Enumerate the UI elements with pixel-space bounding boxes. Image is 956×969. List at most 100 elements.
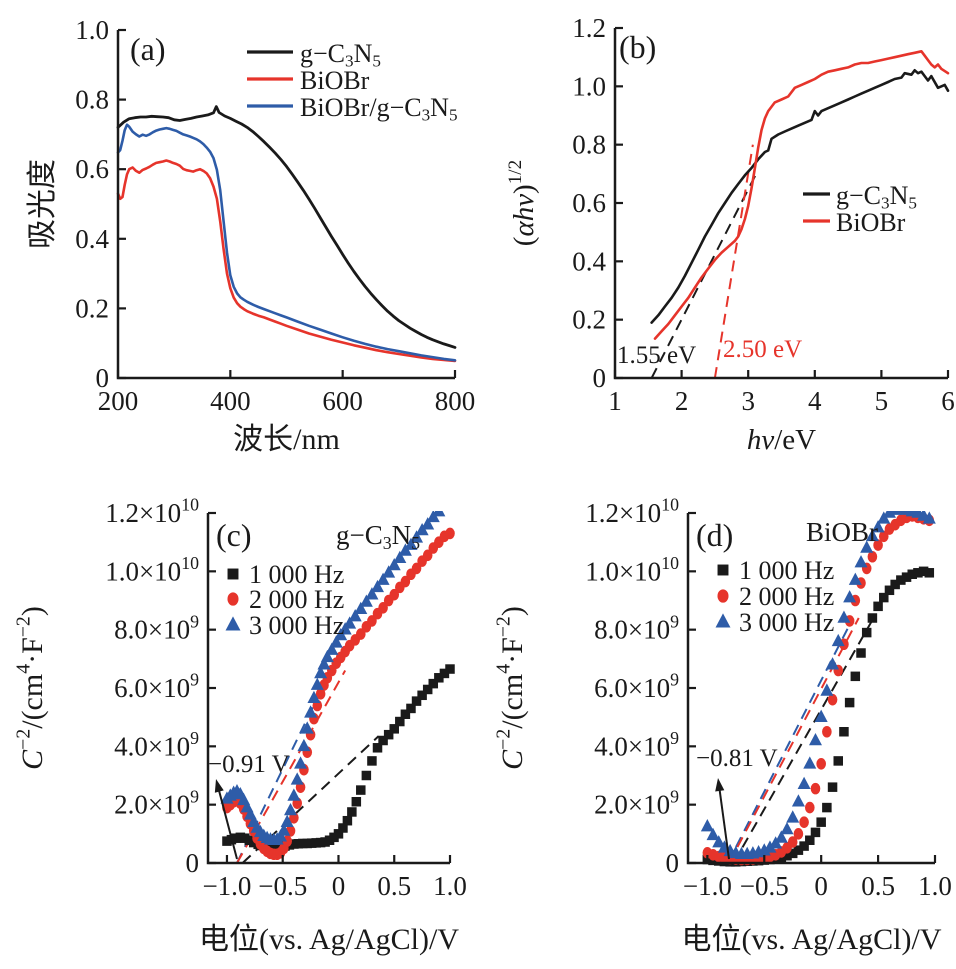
data-marker-triangle [348,609,362,622]
data-marker-circle [411,562,422,575]
data-marker-square [338,823,348,833]
data-marker-square [434,673,444,683]
data-marker-triangle [820,683,834,696]
data-marker-square [907,569,917,579]
legend-label: 2 000 Hz [739,582,834,611]
y-tick-label: 0.6 [75,154,109,184]
data-marker-triangle [814,709,828,722]
y-tick-label: 0.2 [572,305,606,335]
data-marker-triangle [300,721,314,734]
data-marker-circle [873,539,883,551]
data-marker-circle [827,693,838,706]
data-marker-square [422,684,433,695]
panel-c-axes: −1.0 −0.5 0 0.5 1.0 0 2.0×109 4.0×109 6.0×109 8.0… [105,495,467,901]
arrow-line [217,787,238,860]
panel-d-mott-schottky-biobr-chart: −1.0 −0.5 0 0.5 1.0 0 2.0×109 4.0×109 6.0×109 8.0… [492,495,952,956]
x-tick-label: −0.5 [740,871,789,901]
data-marker-circle [227,592,239,606]
series-BiOBr [116,159,457,363]
y-tick-label: 4.0×109 [114,728,199,761]
data-marker-triangle [376,572,390,585]
x-tick-label: 5 [875,386,889,416]
panel-label: (a) [130,31,166,67]
data-marker-triangle [826,657,840,670]
panel-c-flatband-arrow [214,779,238,860]
data-marker-triangle [287,788,301,801]
data-marker-circle [389,588,400,601]
data-marker-square [361,770,372,781]
data-marker-triangle [387,558,401,571]
data-marker-triangle [297,738,311,752]
data-marker-square [839,727,849,737]
data-marker-triangle [310,677,324,690]
panel-c-mott-schottky-gc3n5-chart: −1.0 −0.5 0 0.5 1.0 0 2.0×109 4.0×109 6.0×109 8.0… [12,495,467,956]
x-tick-label: 1 [608,386,622,416]
data-marker-triangle [854,555,868,568]
data-marker-triangle [865,528,879,542]
data-marker-square [822,802,832,813]
panel-title: BiOBr [806,517,878,547]
data-marker-circle [867,550,878,563]
arrow-head [214,779,224,793]
data-marker-triangle [432,511,446,517]
x-axis-title: 电位(vs. Ag/AgCl)/V [199,923,459,956]
series-3000Hz [220,498,451,846]
panel-d-axes: −1.0 −0.5 0 0.5 1.0 0 2.0×109 4.0×109 6.0×109 8.0… [585,495,952,901]
y-axis-title: C−2/(cm4·F−2) [492,606,529,770]
data-marker-circle [816,758,826,770]
y-tick-label: 1.0×1010 [585,553,679,586]
y-tick-label: 0 [666,848,680,878]
arrow-line [718,786,730,860]
data-marker-triangle [290,772,304,785]
data-marker-circle [804,801,815,814]
x-tick-label: 0.5 [377,871,411,901]
data-marker-triangle [438,498,451,510]
data-marker-triangle [786,810,800,823]
y-tick-label: 0.8 [75,85,109,115]
data-marker-triangle [803,756,817,769]
data-marker-square [827,782,838,792]
y-axis-title: (αhv)1/2 [505,160,540,246]
series-g-C3N5 [650,69,950,324]
data-marker-square [816,817,826,827]
y-axis-title: 吸光度 [26,159,59,249]
x-tick-label: 200 [98,386,139,416]
data-marker-square [351,797,362,807]
annotation-text: −0.91 V [208,751,290,778]
data-marker-square [856,648,866,658]
series-g-C3N5 [116,105,457,349]
panel-label: (d) [696,517,733,553]
series-line [116,105,457,349]
data-marker-circle [793,828,804,840]
y-tick-label: 4.0×109 [594,728,679,761]
series-BiOBr-g-C3N5 [116,123,457,362]
y-tick-label: 1.0 [75,15,109,45]
data-marker-triangle [382,565,396,578]
x-axis-title: hv/eV [747,424,816,456]
data-marker-square [879,592,889,603]
panel-label: (c) [216,517,252,553]
data-marker-triangle [277,823,291,836]
data-marker-square [918,566,929,577]
y-tick-label: 1.2 [572,13,606,43]
data-marker-square [867,613,878,623]
legend-label: g−C3N5 [300,39,381,71]
panel-d-guide-lines [726,617,875,864]
data-marker-square [787,848,798,859]
panel-d-flatband-arrow [715,778,730,860]
data-marker-circle [799,816,809,828]
data-marker-square [383,729,394,740]
panel-d-legend: 1 000 Hz2 000 Hz3 000 Hz [715,556,834,637]
y-tick-label: 0 [96,363,110,393]
y-axis-title: C−2/(cm4·F−2) [12,606,49,770]
x-axis-title: 波长/nm [233,423,340,456]
legend-label: 3 000 Hz [249,611,344,640]
panel-c-legend: 1 000 Hz2 000 Hz3 000 Hz [225,560,344,640]
data-marker-triangle [307,690,321,704]
x-tick-label: 0 [814,871,828,901]
y-tick-label: 0.6 [572,188,606,218]
data-marker-square [850,671,861,682]
annotation-text: 1.55 eV [617,342,696,369]
panel-label: (b) [619,29,656,65]
